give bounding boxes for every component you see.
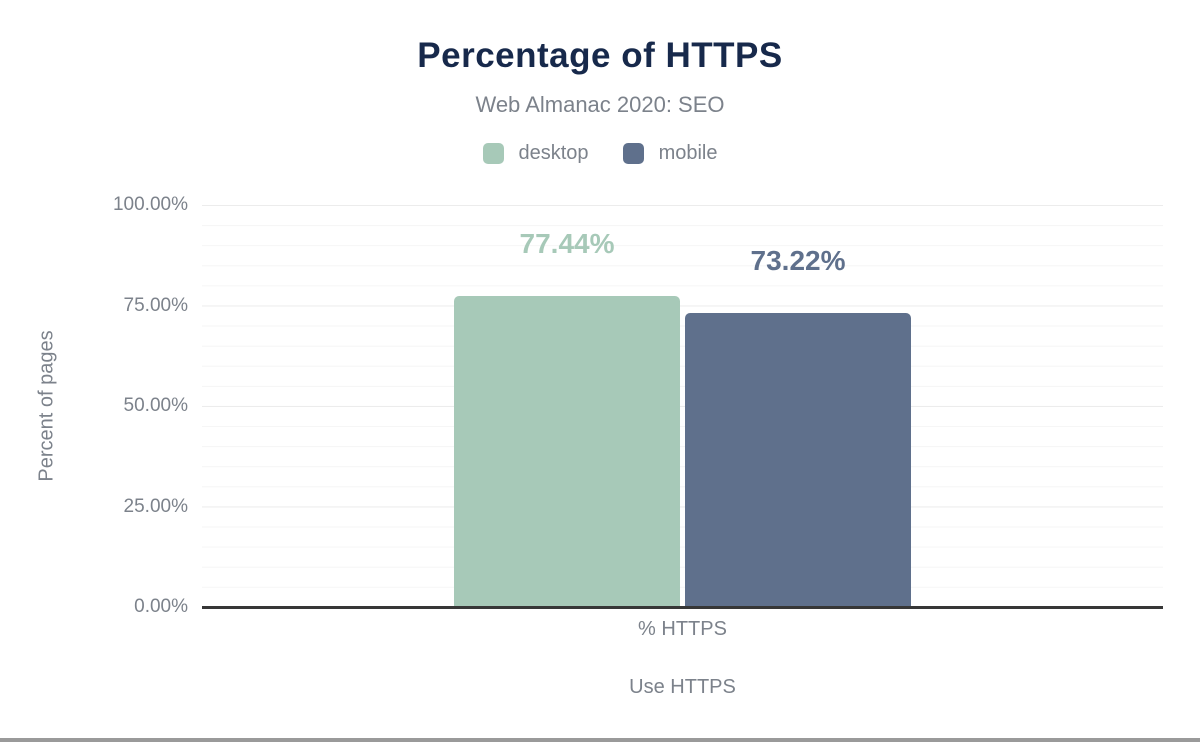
x-axis-title: Use HTTPS bbox=[629, 676, 736, 698]
y-tick-label: 75.00% bbox=[123, 294, 188, 316]
y-tick-label: 25.00% bbox=[123, 495, 188, 517]
y-tick-label: 100.00% bbox=[112, 194, 188, 215]
desktop-swatch-icon bbox=[482, 143, 504, 164]
bar-value-label-mobile: 73.22% bbox=[750, 244, 846, 276]
x-category-label: % HTTPS bbox=[638, 618, 727, 640]
chart-title: Percentage of HTTPS bbox=[417, 36, 783, 75]
bottom-divider bbox=[0, 738, 1200, 742]
y-tick-label: 0.00% bbox=[134, 596, 188, 617]
x-axis-line bbox=[202, 606, 1163, 609]
y-tick-label: 50.00% bbox=[123, 395, 188, 416]
legend: desktop mobile bbox=[0, 142, 1200, 165]
legend-item-mobile[interactable]: mobile bbox=[622, 142, 718, 165]
mobile-swatch-icon bbox=[622, 143, 644, 164]
plot-area bbox=[202, 205, 1163, 607]
legend-label-mobile: mobile bbox=[658, 142, 718, 164]
legend-label-desktop: desktop bbox=[518, 142, 589, 164]
bar-desktop[interactable] bbox=[454, 295, 680, 607]
legend-item-desktop[interactable]: desktop bbox=[482, 142, 589, 165]
bar-value-label-desktop: 77.44% bbox=[519, 227, 615, 259]
chart-subtitle: Web Almanac 2020: SEO bbox=[475, 92, 725, 117]
bar-mobile[interactable] bbox=[685, 312, 911, 607]
